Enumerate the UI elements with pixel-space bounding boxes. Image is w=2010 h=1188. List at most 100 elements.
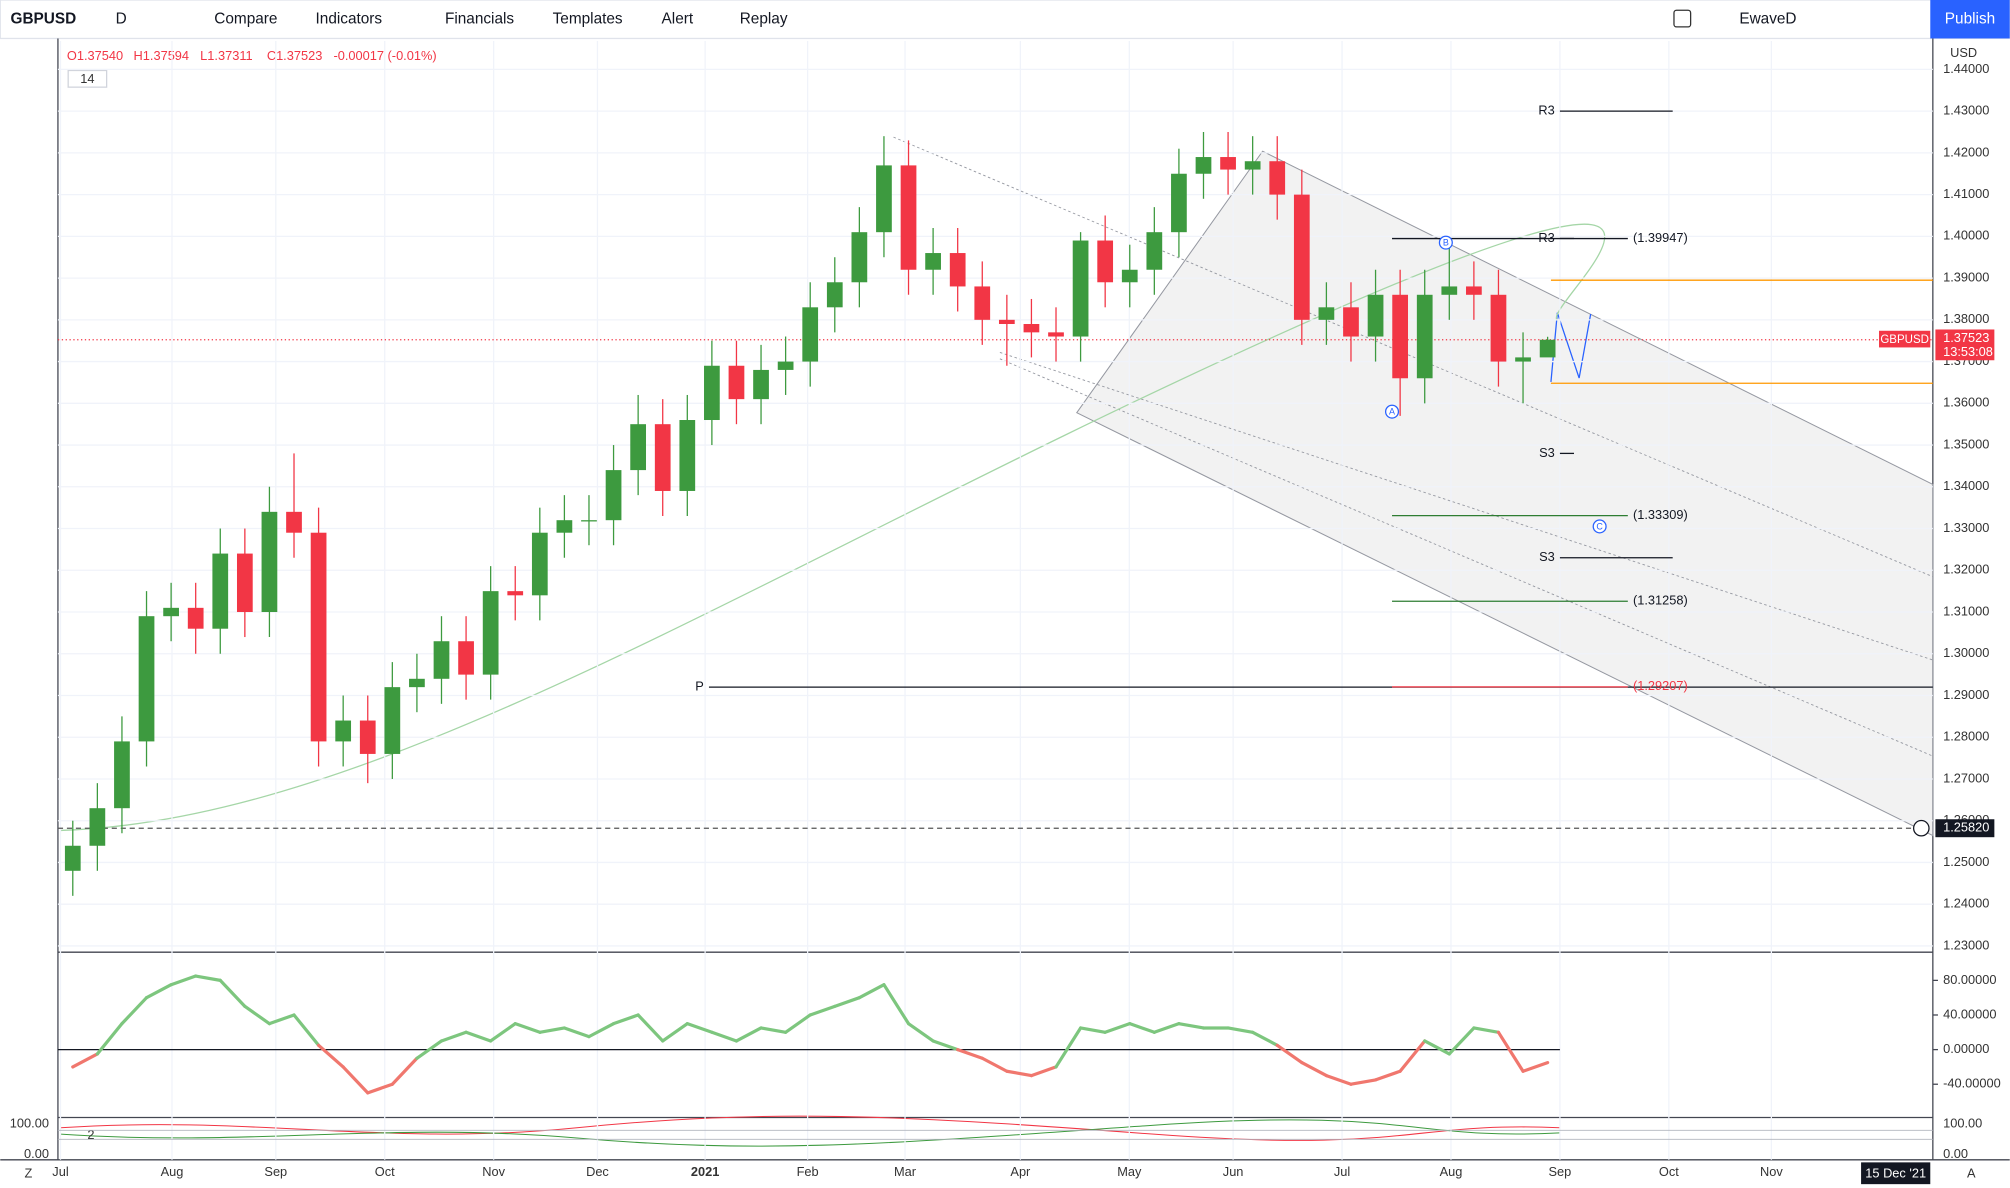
ohlc-value: C1.37523 <box>267 48 323 63</box>
y-tick-label: 1.30000 <box>1943 645 1989 660</box>
x-tick-label: Nov <box>1760 1164 1783 1179</box>
level-label: S3 <box>1539 445 1555 460</box>
stoch-line <box>60 1119 1560 1147</box>
y-tick-label: 1.34000 <box>1943 478 1989 493</box>
indicator-badge[interactable]: 14 <box>80 71 94 86</box>
osc-segment <box>931 1039 960 1052</box>
candle-body <box>1269 161 1286 195</box>
candle-body <box>679 420 696 491</box>
candle-body <box>261 511 278 613</box>
symbol-tag <box>1879 330 1931 348</box>
osc-segment <box>833 996 861 1008</box>
candle-body <box>1171 173 1187 233</box>
candle-body <box>1392 294 1409 379</box>
candle-body <box>704 365 720 421</box>
osc-segment <box>120 996 149 1026</box>
level-label: P <box>695 679 704 694</box>
osc-segment <box>1029 1065 1058 1078</box>
osc-segment <box>784 1013 812 1034</box>
osc-segment <box>685 1022 714 1034</box>
osc-segment <box>882 983 911 1026</box>
publish-button[interactable] <box>1930 0 2010 39</box>
x-tick-label: Aug <box>1440 1164 1463 1179</box>
candle-body <box>212 553 229 629</box>
candle-body <box>556 520 573 533</box>
y-tick-label: 1.43000 <box>1943 103 1989 118</box>
x-tick-label: Oct <box>1659 1164 1679 1179</box>
checkbox[interactable] <box>1673 9 1692 28</box>
y-tick-label: 1.39000 <box>1943 269 1989 284</box>
osc-segment <box>267 1013 296 1026</box>
last-price-label: 1.37523 <box>1943 330 1989 345</box>
osc-segment <box>808 1004 837 1017</box>
osc-segment <box>366 1082 394 1095</box>
y-tick-label: 1.32000 <box>1943 562 1989 577</box>
symbol[interactable]: GBPUSD <box>11 10 77 27</box>
osc-segment <box>1103 1022 1132 1034</box>
osc-segment <box>636 1013 665 1043</box>
osc-segment <box>1177 1022 1206 1030</box>
y-tick-label: 1.29000 <box>1943 687 1989 702</box>
layout-name[interactable]: EwaveD <box>1739 10 1796 27</box>
x-tick-label: Dec <box>586 1164 609 1179</box>
toolbar-button[interactable]: Compare <box>214 10 277 27</box>
osc-segment <box>956 1048 984 1060</box>
candle-body <box>777 361 794 370</box>
osc-segment <box>95 1022 124 1056</box>
osc-segment <box>415 1039 444 1060</box>
toolbar-button[interactable]: Templates <box>553 10 623 27</box>
osc-segment <box>1324 1073 1353 1086</box>
osc-segment <box>169 974 198 987</box>
level-label: S3 <box>1539 549 1555 564</box>
candle-body <box>1515 357 1531 362</box>
candle-body <box>482 591 499 675</box>
date-label-box <box>1861 1162 1931 1185</box>
crosshair-plus[interactable] <box>1912 819 1930 837</box>
x-tick-label: Jul <box>1334 1164 1350 1179</box>
stoch-tick-label: 0.00 <box>24 1146 49 1161</box>
toolbar-button[interactable]: Alert <box>662 10 694 27</box>
candle-body <box>826 282 843 308</box>
osc-segment <box>316 1043 345 1069</box>
candle-body <box>949 253 966 287</box>
candle-body <box>1220 157 1236 170</box>
osc-segment <box>1447 1026 1476 1056</box>
osc-tick-label: 0.00000 <box>1943 1041 1989 1056</box>
osc-segment <box>1078 1026 1107 1034</box>
osc-segment <box>906 1022 935 1043</box>
x-tick-label: Sep <box>264 1164 287 1179</box>
x-tick-label: Jul <box>52 1164 68 1179</box>
candle-body <box>1195 157 1212 174</box>
candle-body <box>1121 269 1138 283</box>
osc-segment <box>980 1056 1009 1073</box>
toolbar-button[interactable]: Financials <box>445 10 514 27</box>
candle-body <box>728 365 745 400</box>
osc-segment <box>1054 1026 1083 1069</box>
publish-label[interactable]: Publish <box>1945 10 1995 27</box>
osc-segment <box>292 1013 321 1047</box>
candle-body <box>1072 240 1089 337</box>
osc-segment <box>243 1004 272 1026</box>
candle-body <box>605 470 622 521</box>
candle-body <box>89 808 106 846</box>
indicator-badge-box[interactable] <box>67 69 108 88</box>
candle-body <box>654 424 671 491</box>
y-tick-label: 1.41000 <box>1943 186 1989 201</box>
x-tick-label: Aug <box>161 1164 184 1179</box>
interval[interactable]: D <box>116 10 127 27</box>
y-tick-label: 1.25000 <box>1943 854 1989 869</box>
zoom-button[interactable]: Z <box>25 1165 33 1180</box>
y-tick-label: 1.27000 <box>1943 770 1989 785</box>
osc-segment <box>489 1022 517 1043</box>
candle-body <box>458 641 474 675</box>
x-tick-label: 2021 <box>691 1164 719 1179</box>
currency[interactable]: USD <box>1950 45 1977 60</box>
candle-body <box>1048 332 1064 337</box>
y-tick-label: 1.35000 <box>1943 436 1989 451</box>
toolbar-button[interactable]: Indicators <box>316 10 383 27</box>
osc-segment <box>661 1022 689 1043</box>
osc-segment <box>759 1026 788 1034</box>
auto-button[interactable]: A <box>1967 1165 1976 1180</box>
toolbar-button[interactable]: Replay <box>740 10 788 27</box>
candle-body <box>433 641 450 679</box>
